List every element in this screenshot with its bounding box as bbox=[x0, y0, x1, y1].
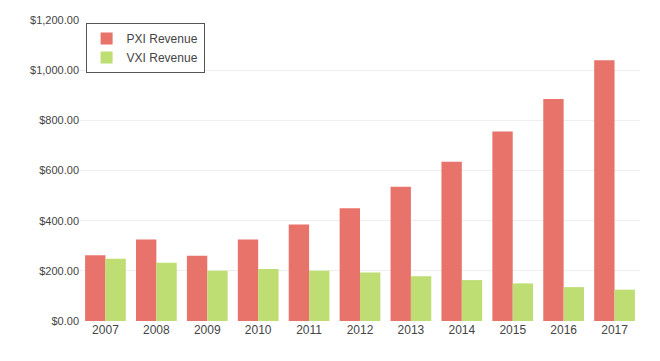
svg-text:$1,200.00: $1,200.00 bbox=[30, 14, 79, 26]
svg-text:$0.00: $0.00 bbox=[51, 315, 79, 327]
svg-text:2008: 2008 bbox=[143, 323, 170, 337]
svg-text:2009: 2009 bbox=[194, 323, 221, 337]
svg-text:2015: 2015 bbox=[499, 323, 526, 337]
svg-text:2010: 2010 bbox=[245, 323, 272, 337]
svg-text:2017: 2017 bbox=[601, 323, 628, 337]
svg-text:2014: 2014 bbox=[448, 323, 475, 337]
svg-text:2012: 2012 bbox=[347, 323, 374, 337]
svg-text:PXI Revenue: PXI Revenue bbox=[127, 32, 198, 46]
svg-text:$1,000.00: $1,000.00 bbox=[30, 64, 79, 76]
svg-text:VXI Revenue: VXI Revenue bbox=[127, 51, 198, 65]
svg-text:2016: 2016 bbox=[550, 323, 577, 337]
svg-text:$200.00: $200.00 bbox=[39, 265, 79, 277]
svg-text:2011: 2011 bbox=[296, 323, 322, 337]
svg-text:$400.00: $400.00 bbox=[39, 215, 79, 227]
svg-text:$800.00: $800.00 bbox=[39, 114, 79, 126]
svg-text:$600.00: $600.00 bbox=[39, 164, 79, 176]
svg-text:2013: 2013 bbox=[398, 323, 425, 337]
svg-text:2007: 2007 bbox=[92, 323, 119, 337]
